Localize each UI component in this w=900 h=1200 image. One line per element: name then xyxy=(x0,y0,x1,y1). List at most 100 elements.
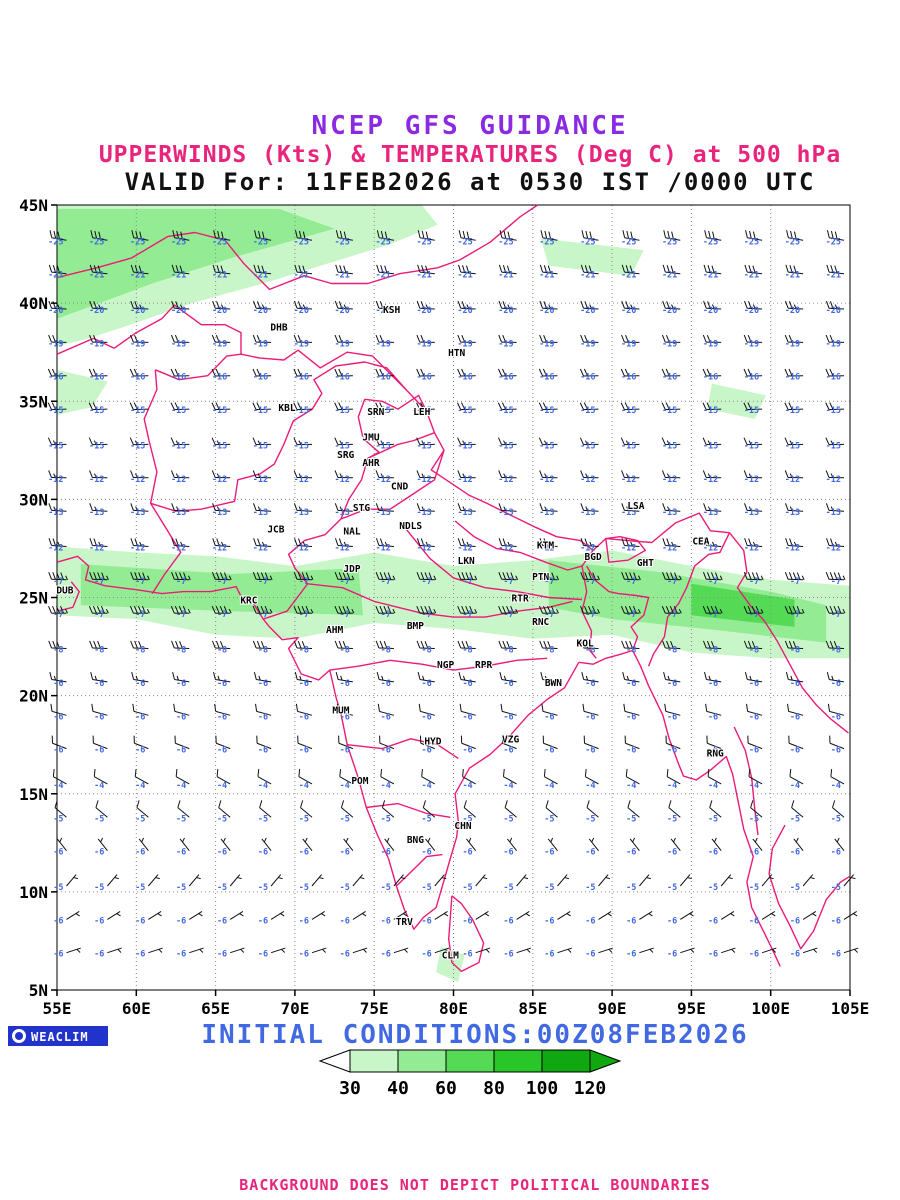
city-label: POM xyxy=(351,776,368,787)
temperature-value: -6 xyxy=(217,916,227,926)
wind-barb xyxy=(746,703,763,716)
temperature-value: -12 xyxy=(785,544,800,554)
temperature-value: -16 xyxy=(130,373,145,383)
temperature-value: -7 xyxy=(53,577,63,587)
wind-barb xyxy=(294,538,313,547)
wind-barb xyxy=(498,300,517,310)
wind-barb xyxy=(761,874,774,887)
wind-barb xyxy=(787,703,804,716)
wind-barb xyxy=(661,470,681,479)
wind-speed-shading xyxy=(436,946,465,983)
wind-barb xyxy=(416,402,435,411)
wind-barb xyxy=(499,230,517,241)
wind-barb xyxy=(620,437,640,446)
temperature-value: -19 xyxy=(621,339,636,349)
temperature-value: -15 xyxy=(130,406,145,416)
temperature-value: -6 xyxy=(626,679,636,689)
wind-barb xyxy=(744,300,763,310)
wind-barb xyxy=(557,911,571,920)
wind-barb xyxy=(579,368,599,377)
temperature-value: -5 xyxy=(503,883,513,893)
wind-barb xyxy=(339,769,354,785)
temperature-value: -19 xyxy=(212,339,227,349)
wind-barb xyxy=(463,800,477,818)
lat-tick-label: 40N xyxy=(19,294,48,313)
wind-barb xyxy=(129,437,149,446)
wind-barb xyxy=(133,735,149,750)
wind-barb xyxy=(580,640,599,649)
lat-tick-label: 25N xyxy=(19,589,48,608)
city-label: RNG xyxy=(707,749,724,760)
border-line xyxy=(454,520,594,571)
temperature-value: -12 xyxy=(621,475,636,485)
temperature-value: -16 xyxy=(416,373,431,383)
temperature-value: -16 xyxy=(744,373,759,383)
temperature-value: -6 xyxy=(503,848,513,858)
wind-barb xyxy=(475,874,488,887)
temperature-value: -19 xyxy=(785,339,800,349)
border-line xyxy=(405,528,583,601)
wind-barb xyxy=(498,571,519,581)
temperature-value: -12 xyxy=(89,475,104,485)
lat-tick-label: 15N xyxy=(19,785,48,804)
temperature-value: -7 xyxy=(749,577,759,587)
temperature-value: -8 xyxy=(831,646,841,656)
temperature-value: -8 xyxy=(258,646,268,656)
temperature-value: -5 xyxy=(585,814,595,824)
city-label: BMP xyxy=(407,621,424,632)
temperature-value: -7 xyxy=(176,610,186,620)
temperature-value: -19 xyxy=(744,339,759,349)
logo-background xyxy=(8,1026,108,1046)
temperature-value: -25 xyxy=(498,237,513,247)
temperature-value: -12 xyxy=(335,475,350,485)
wind-barb xyxy=(579,402,599,411)
city-label: HTN xyxy=(448,348,465,359)
temperature-value: -6 xyxy=(708,916,718,926)
temperature-value: -12 xyxy=(826,544,841,554)
temperature-value: -21 xyxy=(48,271,63,281)
wind-barb xyxy=(293,368,313,377)
wind-barb xyxy=(131,672,149,683)
wind-barb xyxy=(54,800,67,818)
wind-barb xyxy=(48,503,67,512)
city-label: PTN xyxy=(532,572,549,583)
wind-barb xyxy=(131,230,149,241)
wind-barb xyxy=(417,264,435,275)
temperature-value: -4 xyxy=(667,781,677,791)
wind-barb xyxy=(48,606,68,614)
temperature-value: -20 xyxy=(580,306,595,316)
legend-value: 40 xyxy=(387,1078,409,1099)
wind-barb xyxy=(89,538,108,547)
temperature-value: -5 xyxy=(422,814,432,824)
weaclim-logo: WEACLIM xyxy=(8,1026,108,1046)
wind-barb xyxy=(172,672,190,683)
wind-barb xyxy=(462,769,476,785)
temperature-value: -19 xyxy=(130,339,145,349)
wind-barb xyxy=(418,703,435,716)
temperature-value: -5 xyxy=(831,883,841,893)
wind-barb xyxy=(540,230,558,241)
wind-barb xyxy=(539,571,559,581)
city-label: CND xyxy=(391,482,408,493)
wind-barb xyxy=(743,606,764,614)
temperature-value: -20 xyxy=(539,306,554,316)
wind-barb xyxy=(745,230,763,241)
wind-barb xyxy=(52,769,67,785)
wind-barb xyxy=(662,538,681,547)
temperature-value: -6 xyxy=(176,950,186,960)
temperature-value: -13 xyxy=(621,508,636,518)
wind-barb xyxy=(171,300,190,310)
temperature-value: -6 xyxy=(176,746,186,756)
wind-barb xyxy=(148,874,160,887)
temperature-value: -15 xyxy=(48,406,63,416)
temperature-value: -6 xyxy=(258,679,268,689)
wind-barb xyxy=(679,874,692,887)
temperature-value: -13 xyxy=(294,508,309,518)
temperature-value: -5 xyxy=(503,814,513,824)
wind-barb xyxy=(498,437,517,446)
lon-tick-label: 80E xyxy=(439,999,468,1018)
wind-barb xyxy=(88,368,108,377)
temperature-value: -16 xyxy=(580,373,595,383)
wind-barb xyxy=(747,735,763,750)
wind-barb xyxy=(620,368,640,377)
